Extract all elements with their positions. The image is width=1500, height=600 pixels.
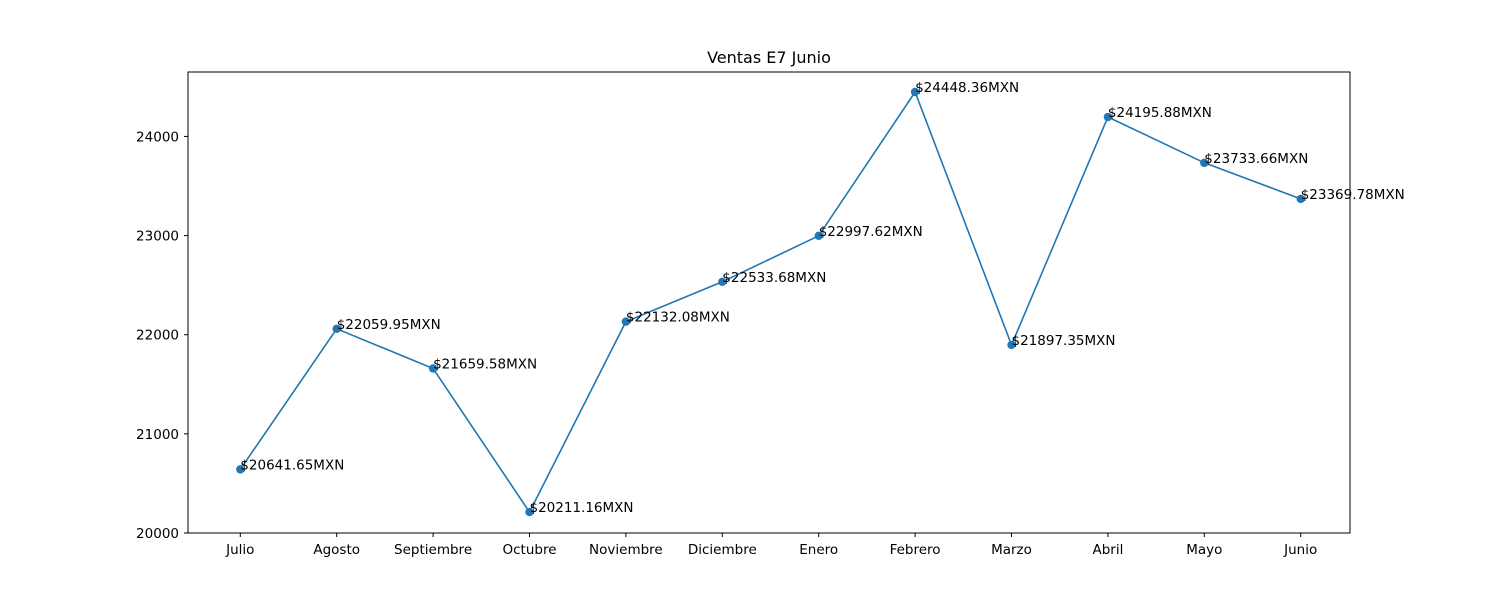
data-point [236,465,245,474]
data-label: $24448.36MXN [915,80,1019,96]
chart-title: Ventas E7 Junio [707,48,831,67]
data-label: $22997.62MXN [819,224,923,240]
data-label: $22132.08MXN [626,310,730,326]
y-axis: 20000 21000 22000 23000 24000 [136,129,188,542]
x-tick-label: Octubre [502,542,556,558]
data-point [332,324,341,333]
data-label: $22533.68MXN [722,270,826,286]
data-point [428,364,438,373]
y-tick-label: 24000 [136,129,179,145]
y-tick-label: 21000 [136,427,179,443]
x-tick-label: Julio [225,542,254,558]
y-tick-label: 22000 [136,328,179,344]
x-tick-label: Abril [1092,542,1123,558]
data-label: $20641.65MXN [240,457,344,473]
x-tick-label: Noviembre [589,542,663,558]
data-point [1200,158,1209,168]
data-label: $23733.66MXN [1204,151,1308,167]
y-tick-label: 20000 [136,526,179,542]
x-tick-label: Septiembre [394,542,472,558]
plot-area [187,71,1351,534]
data-point [718,277,727,287]
x-tick-label: Agosto [313,542,360,558]
data-point [814,231,823,241]
data-label: $20211.16MXN [530,500,634,516]
x-axis: Julio Agosto Septiembre Octubre Noviembre Dic… [225,533,1317,558]
data-label: $22059.95MXN [337,317,441,333]
data-point [1103,112,1113,122]
data-label: $21659.58MXN [433,356,537,372]
data-point [621,317,631,326]
data-point [910,87,920,97]
series-line [239,90,1301,514]
x-tick-label: Marzo [991,542,1032,558]
data-label: $23369.78MXN [1301,187,1405,203]
x-tick-label: Diciembre [688,542,757,558]
data-label: $24195.88MXN [1108,105,1212,121]
x-tick-label: Junio [1283,542,1317,558]
data-point [525,507,534,517]
series-sales: $20641.65MXN $22059.95MXN $21659.58MXN $202… [236,80,1405,517]
x-tick-label: Febrero [890,542,941,558]
y-tick-label: 23000 [136,229,179,245]
data-point [1296,194,1305,204]
data-point [1007,340,1016,350]
x-tick-label: Mayo [1186,542,1222,558]
data-label: $21897.35MXN [1012,333,1116,349]
x-tick-label: Enero [799,542,838,558]
